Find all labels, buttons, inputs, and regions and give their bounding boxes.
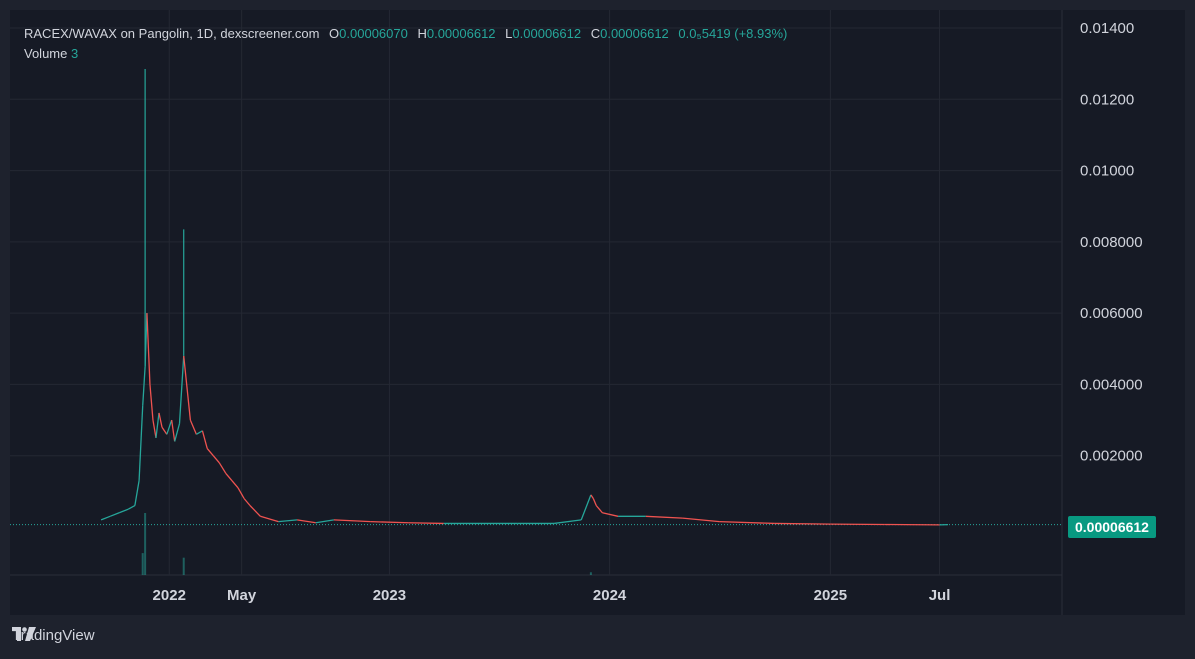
x-tick-label: 2025	[814, 587, 847, 604]
legend-interval: 1D	[196, 26, 214, 41]
price-series	[10, 68, 1062, 526]
y-tick-label: 0.01200	[1080, 91, 1134, 108]
price-segment	[243, 498, 251, 507]
y-tick-label: 0.002000	[1080, 448, 1143, 465]
y-axis: 0.002000 0.004000 0.006000 0.008000 0.01000 0…	[1080, 20, 1143, 465]
x-tick-label: 2023	[373, 587, 406, 604]
price-segment	[196, 430, 203, 435]
price-segment	[189, 419, 197, 435]
price-segment	[260, 515, 279, 523]
volume-bars	[141, 513, 592, 575]
volume-bar	[144, 513, 147, 575]
x-tick-label: 2022	[153, 587, 186, 604]
price-segment	[554, 519, 582, 525]
legend-close-label: C	[590, 26, 601, 41]
price-segment	[719, 521, 775, 525]
last-price-tag: 0.00006612	[1068, 516, 1156, 538]
x-tick-label: May	[227, 587, 257, 604]
chart-panel[interactable]: 0.002000 0.004000 0.006000 0.008000 0.01000 0…	[10, 10, 1185, 615]
volume-bar	[182, 557, 185, 575]
price-segment	[595, 505, 603, 514]
price-segment	[297, 519, 316, 524]
legend-open-value: 0.00006070	[339, 26, 408, 41]
y-tick-label: 0.008000	[1080, 234, 1143, 251]
price-segment	[592, 498, 597, 506]
legend-low-value: 0.00006612	[512, 26, 582, 41]
legend-volume-value: 3	[71, 46, 79, 61]
price-segment	[152, 419, 157, 439]
legend-pair: RACEX/WAVAX	[24, 26, 117, 41]
price-segment	[590, 494, 594, 499]
chart-legend: RACEX/WAVAX on Pangolin, 1D, dexscreener…	[24, 26, 788, 61]
price-segment	[183, 355, 192, 421]
legend-low-label: L	[505, 26, 513, 41]
y-tick-label: 0.006000	[1080, 305, 1143, 322]
price-segment	[127, 505, 136, 510]
volume-bar	[141, 553, 144, 575]
price-segment	[370, 521, 409, 524]
price-chart[interactable]: 0.002000 0.004000 0.006000 0.008000 0.01000 0…	[10, 10, 1185, 615]
price-segment	[174, 423, 181, 442]
price-segment	[645, 515, 683, 519]
legend-change: 0.0₅5419 (+8.93%)	[678, 26, 788, 41]
price-segment	[178, 355, 185, 424]
price-segment	[149, 384, 154, 421]
price-segment	[408, 522, 444, 525]
legend-on-word: on	[120, 26, 136, 41]
price-segment	[602, 512, 619, 517]
price-segment	[134, 480, 140, 506]
price-segment	[166, 419, 173, 435]
price-segment	[682, 517, 720, 523]
price-segment	[146, 313, 151, 385]
tradingview-logo-icon	[12, 627, 36, 641]
price-segment	[206, 448, 214, 457]
x-tick-label: 2024	[593, 587, 627, 604]
price-segment	[158, 412, 163, 428]
legend-volume-label: Volume	[24, 46, 68, 61]
legend-close-value: 0.00006612	[600, 26, 669, 41]
y-tick-label: 0.004000	[1080, 376, 1143, 393]
price-segment	[138, 405, 144, 481]
y-tick-label: 0.01400	[1080, 20, 1134, 37]
price-segment	[142, 366, 146, 406]
price-segment	[100, 515, 111, 521]
price-segment	[212, 455, 220, 464]
price-segment	[218, 462, 227, 474]
price-segment	[171, 419, 176, 442]
chart-grid	[10, 10, 1063, 615]
price-segment	[278, 519, 298, 523]
legend-high-value: 0.00006612	[426, 26, 496, 41]
price-segment	[249, 505, 261, 517]
price-segment	[774, 522, 831, 525]
price-segment	[201, 430, 208, 449]
price-segment	[109, 512, 120, 517]
price-segment	[580, 494, 592, 521]
legend-source: dexscreener.com	[220, 26, 320, 41]
x-tick-label: Jul	[929, 587, 951, 604]
legend-open-label: O	[329, 26, 340, 41]
price-segment	[155, 412, 160, 438]
x-axis: 2022 May 2023 2024 2025 Jul	[153, 587, 951, 604]
price-segment	[161, 426, 168, 435]
price-segment	[231, 480, 239, 489]
price-segment	[333, 519, 371, 523]
legend-exchange: Pangolin	[138, 26, 190, 41]
price-segment	[315, 519, 335, 524]
footer[interactable]: TradingView	[12, 627, 95, 644]
price-segment	[225, 473, 233, 482]
legend-high-label: H	[417, 26, 427, 41]
price-segment	[237, 487, 245, 499]
y-tick-label: 0.01000	[1080, 163, 1134, 180]
price-segment	[118, 508, 129, 514]
volume-bar	[589, 572, 592, 575]
